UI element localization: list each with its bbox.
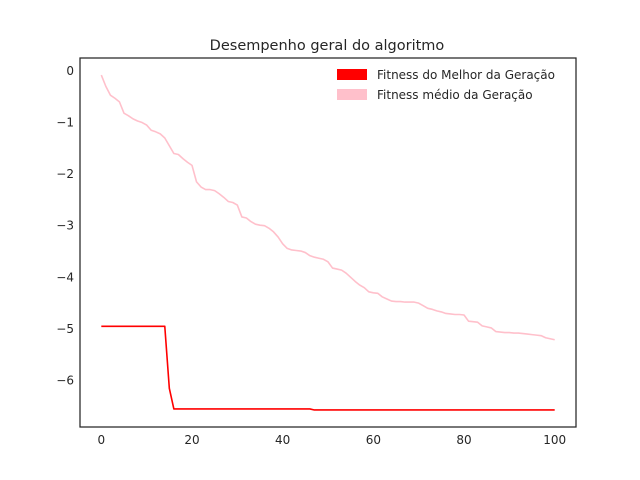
legend-label-2: Fitness médio da Geração [377,88,533,102]
x-tick-label: 0 [97,433,105,447]
y-tick-label: −3 [56,219,74,233]
series-line-2 [100,74,555,341]
series-lines [100,74,555,411]
y-tick-label: −2 [56,167,74,181]
x-tick-label: 40 [275,433,290,447]
x-tick-label: 60 [366,433,381,447]
axis-ticks: 0 20 40 60 80 100 0 −1 −2 −3 −4 −5 −6 [56,64,566,447]
plot-area [79,57,577,428]
y-tick-label: −5 [56,322,74,336]
series-line-1 [101,325,555,411]
x-tick-label: 80 [456,433,471,447]
legend-swatch-1 [337,69,367,80]
legend-label-1: Fitness do Melhor da Geração [377,68,555,82]
y-tick-label: −6 [56,374,74,388]
x-tick-label: 100 [543,433,566,447]
y-tick-label: −4 [56,270,74,284]
x-tick-label: 20 [184,433,199,447]
legend-swatch-2 [337,89,367,100]
y-tick-label: −1 [56,116,74,130]
axes-frame [79,57,577,428]
legend: Fitness do Melhor da Geração Fitness médi… [337,68,555,102]
y-tick-label: 0 [66,64,74,78]
chart-title: Desempenho geral do algoritmo [210,38,445,54]
